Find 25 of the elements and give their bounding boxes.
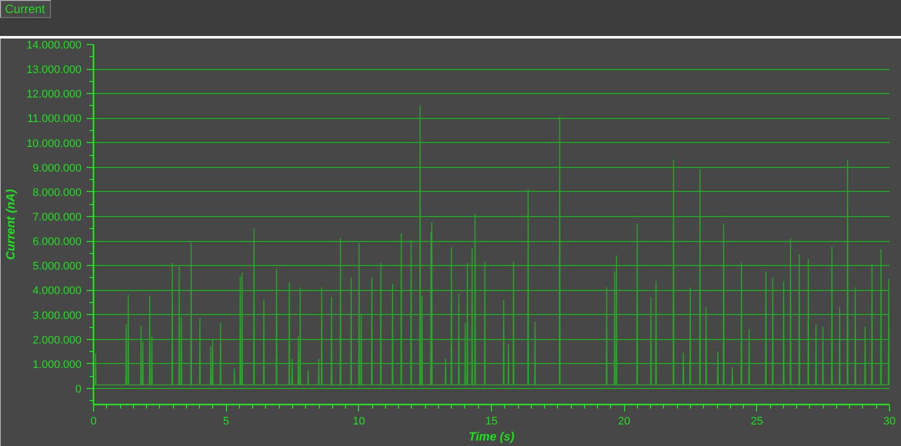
y-tick-label: 10.000.000 bbox=[26, 138, 82, 150]
y-tick-label: 9.000.000 bbox=[32, 162, 82, 174]
y-tick-label: 13.000.000 bbox=[26, 64, 82, 76]
y-tick-label: 2.000.000 bbox=[32, 334, 82, 346]
x-tick-label: 25 bbox=[750, 416, 763, 428]
x-tick-label: 5 bbox=[223, 416, 230, 428]
y-tick-label: 5.000.000 bbox=[32, 260, 82, 273]
y-tick-label: 3.000.000 bbox=[32, 310, 82, 322]
y-tick-label: 1.000.000 bbox=[32, 358, 82, 371]
y-tick-label: 7.000.000 bbox=[32, 212, 82, 224]
x-tick-label: 0 bbox=[90, 416, 97, 428]
y-tick-label: 8.000.000 bbox=[32, 186, 82, 199]
y-tick-label: 11.000.000 bbox=[27, 113, 82, 126]
chart-title: Current bbox=[0, 0, 52, 18]
y-tick-label: 12.000.000 bbox=[26, 88, 82, 101]
x-axis-title: Time (s) bbox=[468, 430, 514, 444]
x-tick-label: 10 bbox=[352, 416, 365, 428]
y-tick-label: 0 bbox=[75, 384, 82, 396]
y-tick-label: 4.000.000 bbox=[32, 285, 82, 298]
x-tick-label: 15 bbox=[485, 416, 498, 428]
x-tick-label: 20 bbox=[618, 416, 630, 428]
y-tick-label: 6.000.000 bbox=[32, 236, 82, 248]
x-tick-label: 30 bbox=[883, 416, 896, 428]
y-axis-title: Current (nA) bbox=[3, 189, 18, 260]
y-tick-label: 14.000.000 bbox=[26, 40, 82, 52]
